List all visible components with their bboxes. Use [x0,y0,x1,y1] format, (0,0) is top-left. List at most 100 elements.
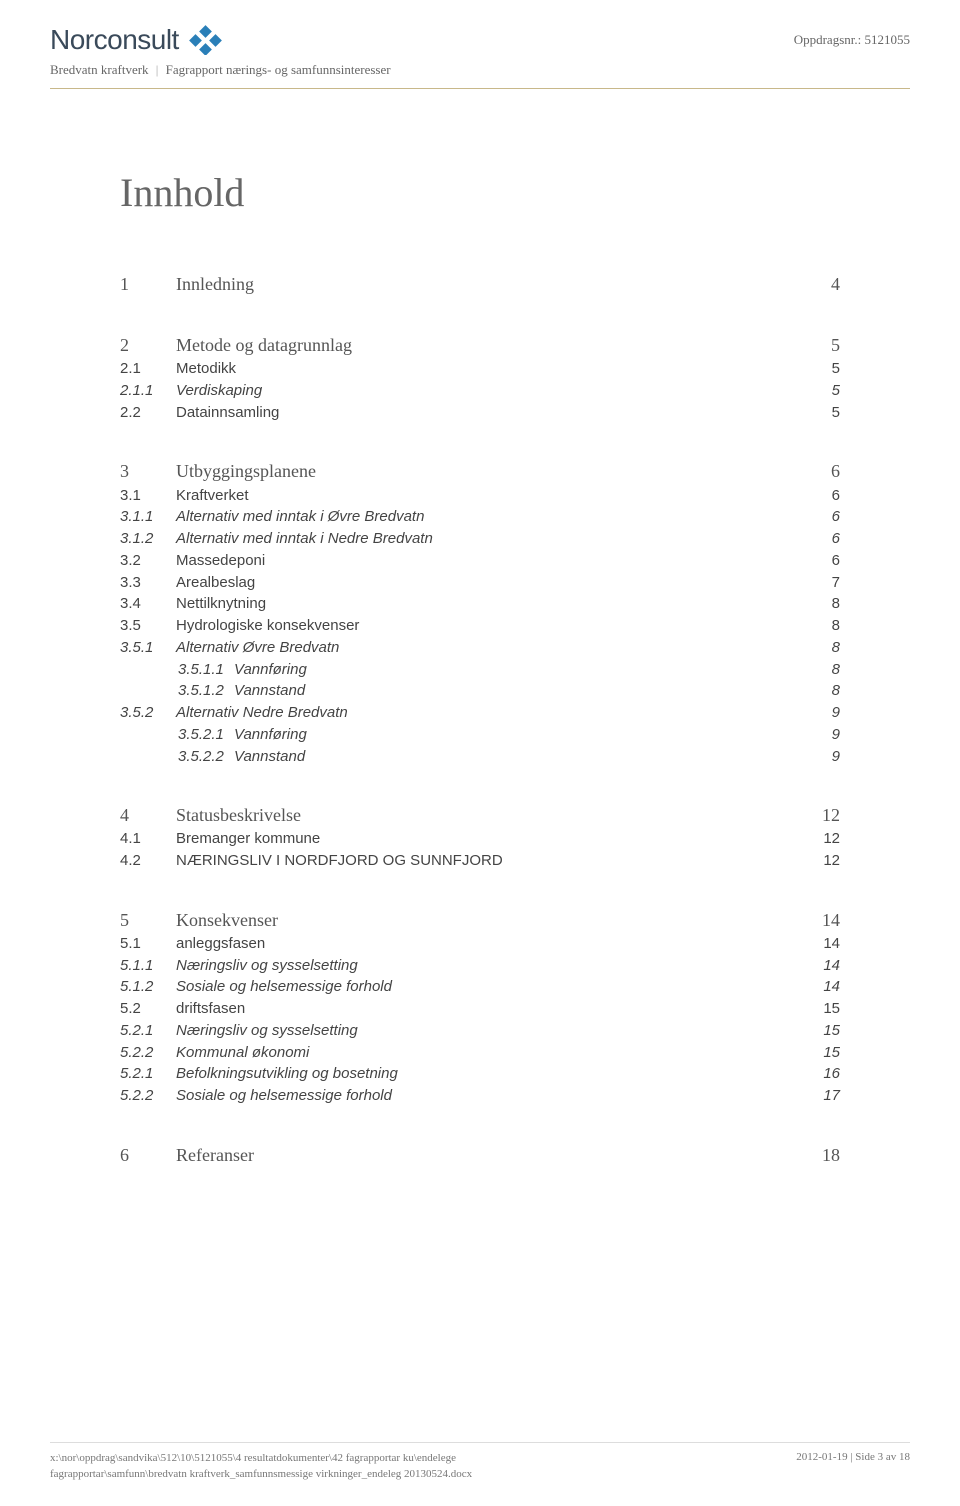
toc-page: 8 [810,659,840,681]
toc-text: Alternativ med inntak i Øvre Bredvatn [176,506,424,528]
toc-page: 8 [810,680,840,702]
toc-text: driftsfasen [176,998,245,1020]
toc-row: 2.1.1Verdiskaping5 [120,380,840,402]
toc-text: Kraftverket [176,485,249,507]
subtitle-project: Bredvatn kraftverk [50,62,149,77]
toc-label: 2.2Datainnsamling [120,402,279,424]
toc-number: 3.2 [120,550,176,572]
toc-text: Statusbeskrivelse [176,802,301,828]
toc-label: 2.1.1Verdiskaping [120,380,262,402]
toc-row: 3.1Kraftverket 6 [120,485,840,507]
toc-label: 4Statusbeskrivelse [120,802,301,828]
toc-row: 1Innledning 4 [120,271,840,297]
toc-page: 9 [810,746,840,768]
toc-text: Datainnsamling [176,402,279,424]
toc-section: 4Statusbeskrivelse124.1Bremanger kommune… [120,802,840,872]
toc-label: 3.1.2Alternativ med inntak i Nedre Bredv… [120,528,433,550]
toc-section: 6Referanser18 [120,1142,840,1168]
toc-number: 5.2 [120,998,176,1020]
table-of-contents: 1Innledning 4 2Metode og datagrunnlag 5 2.1M… [120,271,840,1168]
toc-page: 6 [810,550,840,572]
page-title: Innhold [120,169,840,216]
toc-page: 4 [810,271,840,297]
toc-row: 3.4Nettilknytning 8 [120,593,840,615]
toc-page: 17 [810,1085,840,1107]
toc-row: 5.2driftsfasen15 [120,998,840,1020]
toc-number: 6 [120,1142,176,1168]
toc-label: 4.2NÆRINGSLIV I NORDFJORD OG SUNNFJORD [120,850,503,872]
toc-number: 3 [120,458,176,484]
toc-row: 3.5.1Alternativ Øvre Bredvatn 8 [120,637,840,659]
page-content: Innhold 1Innledning 4 2Metode og datagrunn… [0,99,960,1223]
toc-label: 5.2driftsfasen [120,998,245,1020]
toc-row: 5.2.1Næringsliv og sysselsetting15 [120,1020,840,1042]
toc-page: 16 [810,1063,840,1085]
toc-text: Befolkningsutvikling og bosetning [176,1063,398,1085]
toc-page: 8 [810,615,840,637]
toc-number: 4.2 [120,850,176,872]
project-number-value: 5121055 [865,32,911,47]
toc-row: 3.5Hydrologiske konsekvenser 8 [120,615,840,637]
toc-text: Verdiskaping [176,380,262,402]
toc-row: 6Referanser18 [120,1142,840,1168]
toc-text: Nettilknytning [176,593,266,615]
toc-row: 4.2NÆRINGSLIV I NORDFJORD OG SUNNFJORD 12 [120,850,840,872]
toc-page: 5 [810,402,840,424]
toc-label: 3.5.1Alternativ Øvre Bredvatn [120,637,339,659]
toc-section: 2Metode og datagrunnlag52.1Metodikk52.1.… [120,332,840,423]
toc-page: 12 [810,850,840,872]
toc-label: 6Referanser [120,1142,254,1168]
toc-page: 8 [810,593,840,615]
toc-page: 14 [810,976,840,998]
toc-label: 3.5.1.1Vannføring [178,659,307,681]
toc-number: 3.5.1.1 [178,659,234,681]
toc-label: 3.5.2.1Vannføring [178,724,307,746]
toc-label: 3.5Hydrologiske konsekvenser [120,615,359,637]
toc-page: 6 [810,485,840,507]
toc-label: 3Utbyggingsplanene [120,458,316,484]
toc-text: Vannføring [234,724,307,746]
toc-label: 2.1Metodikk [120,358,236,380]
toc-label: 3.5.1.2Vannstand [178,680,305,702]
toc-page: 14 [810,955,840,977]
toc-row: 3.1.1Alternativ med inntak i Øvre Bredva… [120,506,840,528]
toc-row: 4Statusbeskrivelse 12 [120,802,840,828]
toc-page: 5 [810,358,840,380]
toc-text: Kommunal økonomi [176,1042,309,1064]
toc-label: 3.5.2Alternativ Nedre Bredvatn [120,702,348,724]
header-top-row: Norconsult Oppdragsnr.: 5121055 [50,24,910,56]
toc-label: 3.1Kraftverket [120,485,249,507]
toc-text: Hydrologiske konsekvenser [176,615,359,637]
toc-number: 3.5.2.1 [178,724,234,746]
toc-section: 1Innledning 4 [120,271,840,297]
toc-section: 3Utbyggingsplanene63.1Kraftverket63.1.1A… [120,458,840,767]
toc-row: 5.2.2Sosiale og helsemessige forhold17 [120,1085,840,1107]
toc-label: 2Metode og datagrunnlag [120,332,352,358]
footer-path-line2: fagrapportar\samfunn\bredvatn kraftverk_… [50,1467,472,1482]
toc-row: 2.2Datainnsamling 5 [120,402,840,424]
toc-number: 3.4 [120,593,176,615]
toc-label: 3.2Massedeponi [120,550,265,572]
toc-page: 8 [810,637,840,659]
toc-text: Utbyggingsplanene [176,458,316,484]
toc-row: 5.2.1Befolkningsutvikling og bosetning16 [120,1063,840,1085]
toc-page: 12 [810,828,840,850]
toc-label: 3.3Arealbeslag [120,572,255,594]
footer-pageinfo: 2012-01-19 | Side 3 av 18 [796,1451,910,1482]
toc-page: 6 [810,506,840,528]
toc-label: 5.2.2Kommunal økonomi [120,1042,309,1064]
toc-text: Næringsliv og sysselsetting [176,1020,358,1042]
toc-text: Innledning [176,271,254,297]
toc-number: 4.1 [120,828,176,850]
toc-number: 3.5 [120,615,176,637]
toc-row: 3.5.1.1Vannføring 8 [120,659,840,681]
toc-row: 5.1anleggsfasen14 [120,933,840,955]
toc-text: Massedeponi [176,550,265,572]
toc-row: 3.5.1.2Vannstand 8 [120,680,840,702]
diamond-cluster-icon [187,25,231,55]
toc-text: Alternativ Nedre Bredvatn [176,702,348,724]
toc-number: 3.1.1 [120,506,176,528]
toc-number: 1 [120,271,176,297]
toc-page: 12 [810,802,840,828]
toc-row: 3.5.2Alternativ Nedre Bredvatn9 [120,702,840,724]
